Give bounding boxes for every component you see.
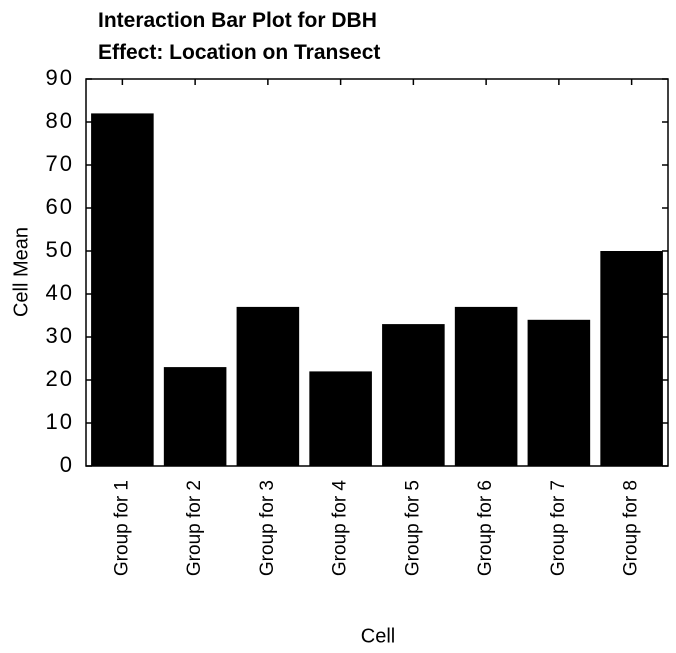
y-tick-label: 40 <box>46 280 74 305</box>
chart-subtitle: Effect: Location on Transect <box>98 41 380 64</box>
x-tick-label: Group for 3 <box>257 480 278 576</box>
x-tick-label: Group for 5 <box>402 480 423 576</box>
y-tick-label: 60 <box>46 194 74 219</box>
y-tick-label: 10 <box>46 409 74 434</box>
bar <box>236 306 300 466</box>
y-tick-label: 70 <box>46 151 74 176</box>
x-tick-label: Group for 2 <box>184 480 205 576</box>
x-tick-label: Group for 1 <box>111 480 132 576</box>
bar <box>454 306 518 466</box>
x-tick-label: Group for 8 <box>621 480 642 576</box>
y-tick-label: 20 <box>46 366 74 391</box>
bar <box>382 324 445 466</box>
y-tick-label: 80 <box>46 108 74 133</box>
x-tick-label: Group for 6 <box>475 480 496 576</box>
x-tick-label: Group for 4 <box>330 480 351 577</box>
y-tick-label: 30 <box>46 323 74 348</box>
plot-frame <box>85 78 669 467</box>
bar <box>527 319 591 466</box>
bar <box>91 113 154 467</box>
y-tick-label: 0 <box>60 452 74 477</box>
bar <box>163 367 227 466</box>
chart-title: Interaction Bar Plot for DBH <box>98 9 377 32</box>
x-axis-label: Cell <box>361 625 395 647</box>
y-axis-label: Cell Mean <box>10 227 32 317</box>
y-tick-label: 50 <box>46 237 74 262</box>
bar <box>309 371 372 466</box>
bar <box>600 251 663 466</box>
y-tick-label: 90 <box>46 65 74 90</box>
x-tick-label: Group for 7 <box>548 480 569 576</box>
